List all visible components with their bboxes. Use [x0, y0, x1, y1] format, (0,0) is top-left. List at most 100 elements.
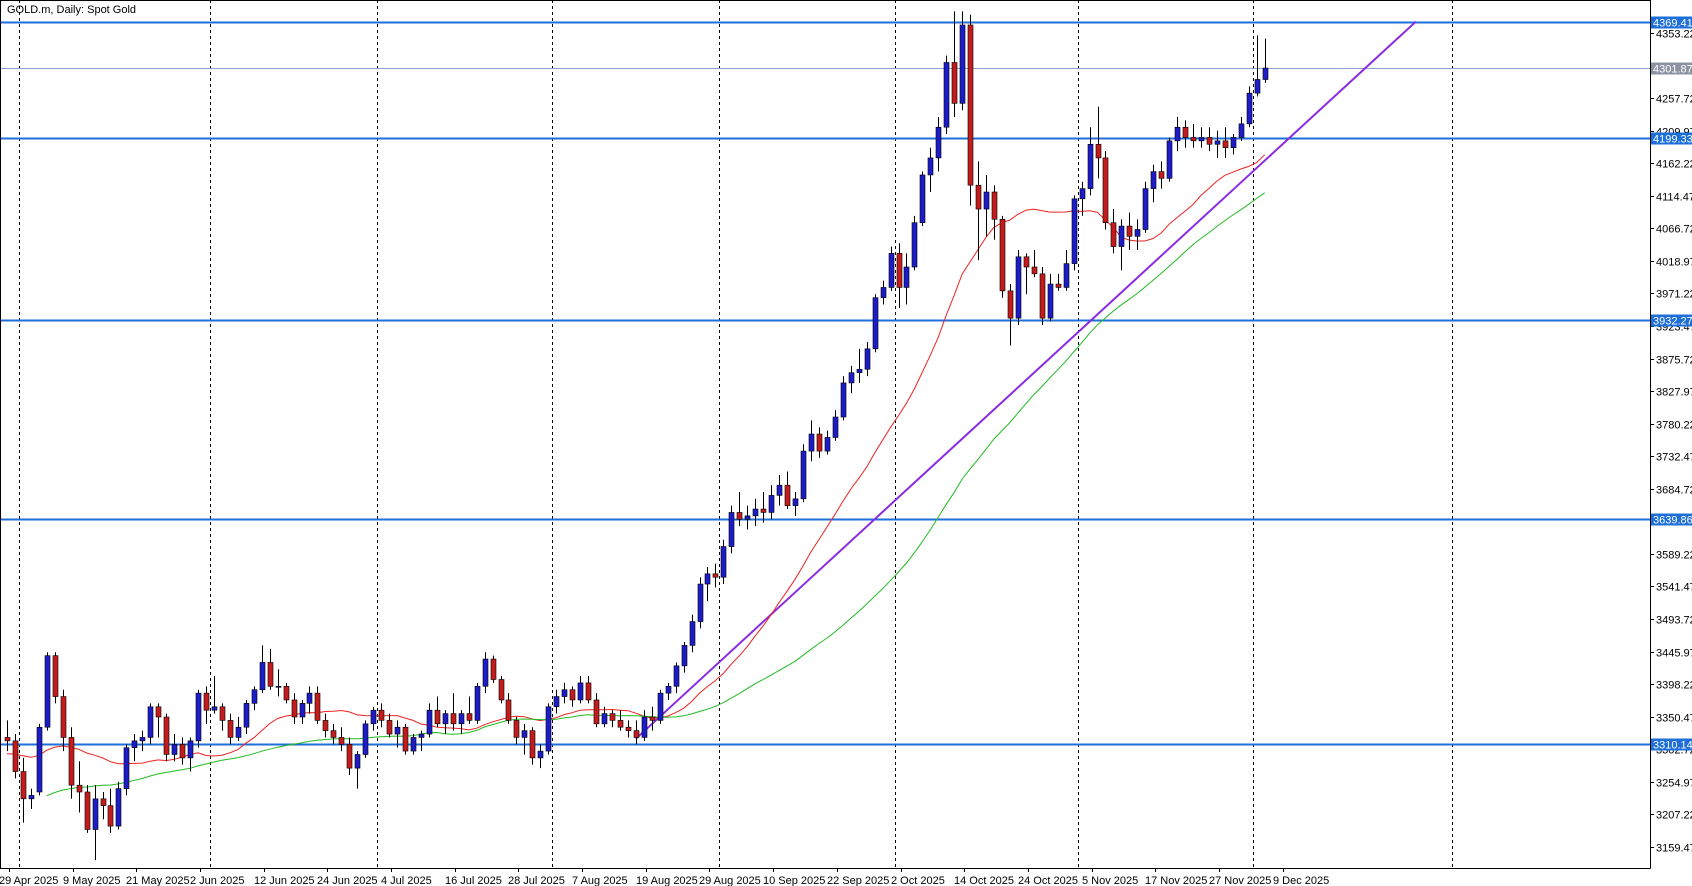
- candle-100: [800, 444, 807, 503]
- candle-136: [1087, 127, 1094, 196]
- candle-129: [1031, 249, 1038, 278]
- y-tick-label-11: 3684.72: [1656, 485, 1692, 497]
- current-price-tag: [1651, 62, 1692, 75]
- level-tag-label-3: 3639.86: [1653, 515, 1692, 527]
- candle-body-92: [736, 512, 743, 520]
- candle-16: [131, 734, 138, 762]
- candle-40: [322, 713, 329, 738]
- candle-body-111: [888, 253, 895, 288]
- candle-148: [1182, 120, 1189, 148]
- candle-body-126: [1007, 290, 1014, 319]
- x-tick-label-4: 12 Jun 2025: [254, 875, 315, 886]
- candle-body-67: [537, 750, 544, 759]
- candle-32: [259, 645, 266, 694]
- candle-11: [92, 785, 99, 861]
- candle-body-131: [1047, 283, 1054, 319]
- candle-body-4: [36, 726, 43, 793]
- candle-151: [1206, 127, 1213, 152]
- candle-31: [251, 686, 258, 711]
- candle-body-122: [975, 184, 982, 210]
- candle-body-74: [593, 699, 600, 725]
- candles: [4, 11, 1269, 861]
- candle-body-121: [967, 24, 974, 186]
- candle-body-12: [100, 798, 107, 806]
- candle-body-91: [728, 512, 735, 547]
- candle-body-142: [1134, 229, 1141, 237]
- candle-23: [187, 737, 194, 772]
- candle-body-98: [784, 484, 791, 506]
- level-tag-0: [1651, 16, 1692, 29]
- candle-120: [959, 11, 966, 111]
- candle-body-114: [911, 222, 918, 268]
- candle-body-115: [919, 174, 926, 223]
- candle-body-28: [227, 720, 234, 738]
- candle-body-18: [147, 706, 154, 738]
- candle-123: [983, 174, 990, 237]
- candle-109: [872, 294, 879, 353]
- candle-134: [1071, 195, 1078, 271]
- candle-1: [12, 734, 19, 779]
- candle-body-116: [927, 157, 934, 176]
- candle-body-109: [872, 297, 879, 350]
- y-tick-label-6: 3445.97: [1656, 648, 1692, 660]
- candle-132: [1055, 273, 1062, 291]
- time-axis[interactable]: 29 Apr 2025 9 May 2025 21 May 2025 2 Jun 20…: [0, 868, 1329, 886]
- x-tick-label-10: 19 Aug 2025: [636, 875, 698, 886]
- candle-body-24: [195, 692, 202, 742]
- candle-45: [362, 720, 369, 758]
- candle-143: [1142, 181, 1149, 233]
- candle-body-113: [903, 266, 910, 288]
- candle-body-56: [450, 713, 457, 725]
- candle-body-158: [1262, 67, 1269, 80]
- y-tick-label-2: 3254.97: [1656, 778, 1692, 790]
- candle-body-66: [529, 730, 536, 759]
- candle-body-157: [1254, 79, 1261, 94]
- candle-93: [744, 505, 751, 530]
- candle-141: [1126, 212, 1133, 250]
- candle-63: [505, 693, 512, 724]
- candle-98: [784, 471, 791, 510]
- candle-22: [179, 737, 186, 765]
- candle-119: [951, 11, 958, 118]
- candle-body-147: [1174, 126, 1181, 142]
- candle-body-62: [498, 679, 505, 701]
- candle-body-88: [704, 573, 711, 585]
- candle-body-105: [840, 382, 847, 418]
- candle-69: [553, 689, 560, 714]
- level-tag-3: [1651, 513, 1692, 526]
- candle-19: [155, 703, 162, 738]
- candle-27: [219, 703, 226, 731]
- candle-25: [203, 686, 210, 724]
- candle-body-99: [792, 498, 799, 506]
- candle-body-6: [52, 655, 59, 697]
- y-tick-label-21: 4162.22: [1656, 159, 1692, 171]
- candle-44: [354, 751, 361, 789]
- candle-139: [1110, 209, 1117, 254]
- candle-82: [657, 689, 664, 724]
- candle-body-57: [458, 713, 465, 725]
- y-tick-label-23: 4257.72: [1656, 94, 1692, 106]
- candle-body-79: [633, 730, 640, 738]
- candle-155: [1238, 117, 1245, 141]
- x-tick-label-13: 22 Sep 2025: [827, 875, 889, 886]
- candle-body-107: [856, 368, 863, 373]
- candle-body-22: [179, 743, 186, 759]
- candle-96: [768, 485, 775, 520]
- candle-106: [848, 365, 855, 394]
- x-tick-label-20: 9 Dec 2025: [1273, 875, 1329, 886]
- candle-body-100: [800, 450, 807, 500]
- y-tick-label-19: 4066.72: [1656, 224, 1692, 236]
- x-tick-label-11: 29 Aug 2025: [699, 875, 761, 886]
- candle-18: [147, 703, 154, 745]
- candle-body-137: [1095, 143, 1102, 159]
- candle-58: [466, 696, 473, 724]
- candle-13: [107, 788, 114, 833]
- candle-17: [139, 730, 146, 752]
- candle-body-47: [378, 709, 385, 721]
- y-tick-label-25: 4353.22: [1656, 29, 1692, 41]
- candle-74: [593, 693, 600, 728]
- candle-body-64: [513, 720, 520, 738]
- candle-53: [426, 703, 433, 738]
- candle-body-101: [808, 433, 815, 452]
